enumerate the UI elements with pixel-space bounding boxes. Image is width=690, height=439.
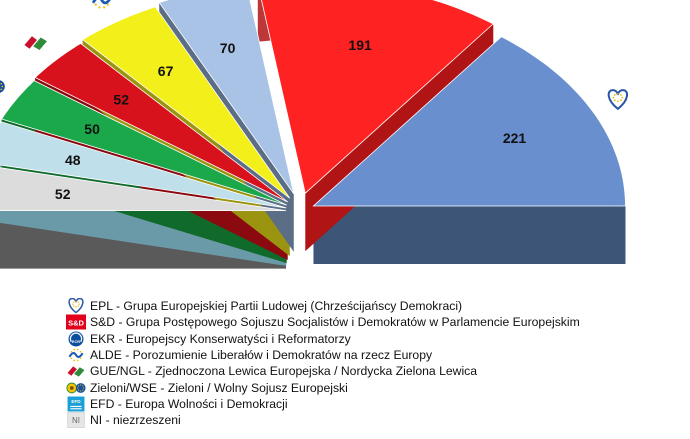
alde-icon [68,348,84,362]
legend-item: Zieloni/WSE - Zieloni / Wolny Sojusz Eur… [66,379,676,395]
sd-legend-icon: S&D [66,314,86,330]
legend: EPL - Grupa Europejskiej Partii Ludowej … [66,298,676,429]
legend-item: EFD EFD - Europa Wolności i Demokracji [66,396,676,412]
alde-icon [91,0,111,9]
legend-item: ECR EKR - Europejscy Konserwatyści i Refo… [66,331,676,347]
gue-legend-icon [66,363,86,379]
efd-icon-text: EFD [71,399,81,404]
value-label-sd: 191 [348,37,372,53]
epl-icon [607,89,628,111]
ni-icon-text: NI [72,416,80,425]
gue-icon [24,36,47,51]
slice-sd [261,0,494,194]
value-label-ekr: 70 [220,40,236,56]
slice-alde [81,6,291,199]
value-label-gue: 52 [113,92,129,108]
slice-gue [34,42,288,203]
slice-greens [0,80,287,206]
efd-icon: EFD [67,396,85,412]
legend-item: GUE/NGL - Zjednoczona Lewica Europejska … [66,363,676,379]
value-label-alde: 67 [158,63,174,79]
sd-icon-text: S&D [68,319,84,328]
value-label-greens: 50 [84,121,100,137]
legend-label: S&D - Grupa Postępowego Sojuszu Socjalis… [90,315,580,330]
sd-icon: S&D [66,314,86,330]
value-label-ni: 52 [55,186,71,202]
value-label-epl: 221 [503,130,527,146]
slice-tops [0,0,626,212]
slice-epl [312,36,626,207]
slice-icons: NIEFDECRS&D [0,0,628,111]
ekr-legend-icon: ECR [66,331,86,347]
ekr-icon: ECR [68,331,84,347]
legend-label: EFD - Europa Wolności i Demokracji [90,396,288,411]
greens-icon [0,80,5,93]
efd-legend-icon: EFD [66,396,86,412]
legend-label: EPL - Grupa Europejskiej Partii Ludowej … [90,299,463,314]
legend-item: S&D S&D - Grupa Postępowego Sojuszu Socja… [66,314,676,330]
legend-label: NI - niezrzeszeni [90,413,181,428]
gue-icon [67,366,85,377]
ni-icon: NI [67,412,85,429]
slice-ni [0,167,287,212]
greens-legend-icon [66,380,86,396]
greens-icon [66,382,86,393]
slice-side-epl [313,205,626,264]
slice-efd [0,121,287,209]
legend-label: Zieloni/WSE - Zieloni / Wolny Sojusz Eur… [90,380,348,395]
legend-label: GUE/NGL - Zjednoczona Lewica Europejska … [90,364,478,379]
epl-icon [68,298,84,314]
legend-label: ALDE - Porozumienie Liberałów i Demokrat… [90,348,433,363]
value-label-efd: 48 [65,152,81,168]
ekr-icon-text: ECR [72,339,80,344]
epl-legend-icon [66,298,86,314]
legend-label: EKR - Europejscy Konserwatyści i Reforma… [90,331,351,346]
slice-ekr [158,0,295,195]
alde-legend-icon [66,347,86,363]
ni-legend-icon: NI [66,412,86,429]
legend-item: ALDE - Porozumienie Liberałów i Demokrat… [66,347,676,363]
legend-item: NI NI - niezrzeszeni [66,412,676,429]
legend-item: EPL - Grupa Europejskiej Partii Ludowej … [66,298,676,314]
